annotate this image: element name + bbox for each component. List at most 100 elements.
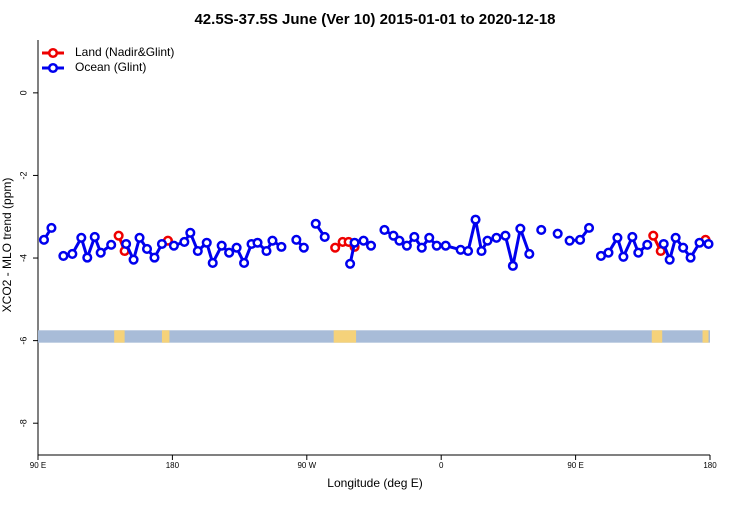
- x-tick-label: 90 E: [30, 461, 46, 470]
- point: [416, 242, 427, 253]
- point: [58, 250, 69, 262]
- x-tick-label: 90 W: [297, 461, 316, 470]
- point: [67, 248, 78, 259]
- point: [310, 218, 321, 229]
- point: [482, 235, 493, 246]
- point: [358, 235, 369, 246]
- point: [500, 230, 511, 241]
- x-tick-label: 180: [166, 461, 180, 470]
- point: [82, 252, 93, 263]
- point: [491, 232, 502, 243]
- chart-title: 42.5S-37.5S June (Ver 10) 2015-01-01 to …: [194, 11, 555, 28]
- y-axis-label: XCO2 - MLO trend (ppm): [0, 178, 14, 313]
- point: [231, 242, 242, 253]
- point: [440, 240, 451, 251]
- point: [507, 260, 518, 271]
- legend-label: Land (Nadir&Glint): [75, 45, 174, 59]
- point: [536, 224, 547, 236]
- point: [141, 243, 153, 254]
- point: [627, 231, 638, 243]
- point: [261, 245, 272, 257]
- point: [134, 232, 145, 243]
- point: [252, 237, 263, 248]
- point: [207, 257, 218, 269]
- point: [424, 232, 435, 243]
- point: [216, 240, 227, 251]
- mask-band: [38, 330, 710, 343]
- point: [603, 247, 614, 258]
- point: [319, 231, 330, 243]
- point: [664, 254, 675, 265]
- point: [564, 235, 575, 246]
- point: [89, 231, 100, 243]
- point: [113, 230, 124, 241]
- point: [330, 242, 341, 253]
- point: [685, 252, 696, 263]
- land-segment: [702, 330, 709, 343]
- point: [470, 214, 481, 225]
- point: [46, 222, 57, 233]
- legend-marker: [47, 47, 59, 59]
- point: [463, 245, 474, 257]
- point: [106, 239, 117, 250]
- point: [642, 239, 653, 250]
- point: [276, 241, 287, 252]
- point: [409, 231, 420, 243]
- point: [224, 247, 235, 258]
- legend-label: Ocean (Glint): [75, 60, 146, 74]
- point: [524, 248, 535, 259]
- point: [95, 247, 106, 258]
- point: [678, 242, 689, 253]
- point: [388, 230, 399, 241]
- x-tick-label: 0: [439, 461, 444, 470]
- land-segment: [114, 330, 125, 343]
- point: [192, 245, 203, 257]
- point: [349, 237, 360, 248]
- point: [156, 238, 167, 250]
- point: [618, 251, 629, 262]
- point: [394, 235, 405, 246]
- point: [575, 234, 586, 245]
- y-tick-label: -6: [18, 337, 28, 345]
- y-tick-label: -8: [18, 419, 28, 427]
- point: [648, 230, 659, 241]
- legend-marker: [47, 62, 59, 74]
- point: [431, 240, 442, 251]
- point: [515, 223, 526, 234]
- point: [298, 242, 309, 253]
- x-axis-label: Longitude (deg E): [327, 476, 422, 490]
- point: [633, 247, 644, 258]
- point: [128, 254, 139, 265]
- y-tick-label: -2: [18, 171, 28, 179]
- point: [552, 228, 563, 239]
- point: [583, 222, 595, 233]
- point: [345, 258, 356, 269]
- point: [612, 232, 623, 243]
- land-segment: [161, 330, 170, 343]
- land-segment: [651, 330, 663, 343]
- land-segment: [333, 330, 357, 343]
- point: [179, 236, 190, 247]
- point: [694, 237, 705, 248]
- point: [476, 245, 487, 257]
- point: [267, 235, 278, 246]
- point: [379, 224, 390, 236]
- point: [185, 227, 196, 238]
- point: [401, 240, 412, 251]
- x-tick-label: 90 E: [567, 461, 583, 470]
- point: [168, 240, 179, 251]
- point: [76, 232, 87, 243]
- point: [239, 257, 250, 269]
- point: [658, 238, 669, 250]
- point: [149, 252, 160, 263]
- point: [703, 238, 714, 250]
- point: [201, 237, 212, 248]
- point: [365, 240, 377, 251]
- y-tick-label: 0: [18, 90, 28, 95]
- series-line: [42, 219, 709, 267]
- point: [291, 234, 302, 245]
- y-tick-label: -4: [18, 254, 28, 262]
- point: [38, 234, 50, 245]
- x-tick-label: 180: [703, 461, 717, 470]
